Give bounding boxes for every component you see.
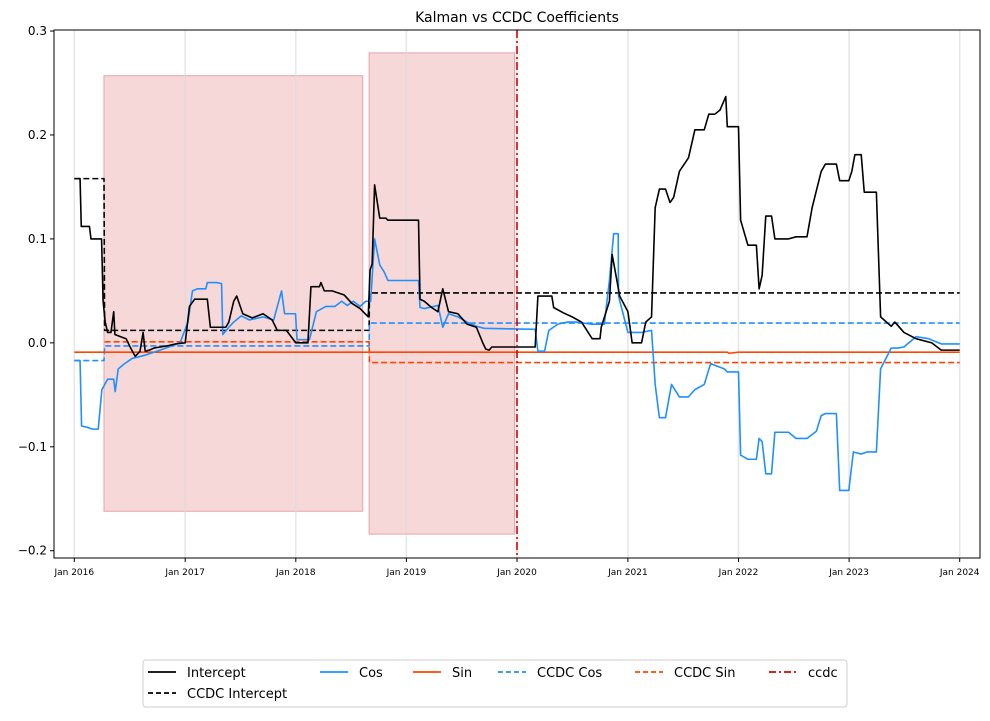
chart-title: Kalman vs CCDC Coefficients [415,10,619,26]
legend-label-1: CCDC Intercept [187,687,287,702]
x-tick-label-6: Jan 2022 [718,568,759,578]
y-tick-label-5: 0.3 [28,24,47,38]
legend-label-0: Intercept [187,666,246,681]
x-axis: Jan 2016 Jan 2017 Jan 2018 Jan 2019 Jan 2020… [53,558,980,578]
series-line-cos [74,232,960,492]
x-gridlines [73,30,961,558]
legend-label-5: CCDC Sin [674,666,735,681]
plot-lines [74,30,960,558]
x-tick-label-8: Jan 2024 [939,568,980,578]
y-tick-label-0: −0.2 [18,544,47,558]
legend-box [142,659,848,708]
series-line-ccdc-cos [74,322,960,362]
legend-label-2: Cos [359,666,383,681]
legend-label-4: CCDC Cos [537,666,602,681]
shaded-regions [103,52,516,535]
x-tick-label-4: Jan 2020 [496,568,537,578]
series-line-ccdc-intercept [74,177,960,332]
series-line-intercept [74,95,960,358]
x-tick-label-0: Jan 2016 [53,568,94,578]
y-axis: −0.2 −0.1 0.0 0.1 0.2 0.3 [18,24,54,558]
y-tick-label-2: 0.0 [28,336,47,350]
legend-label-6: ccdc [808,666,838,681]
shaded-region-1 [103,75,364,512]
legend: Intercept CCDC Intercept Cos Sin CCDC Cos CCD… [142,659,848,708]
x-tick-label-1: Jan 2017 [164,568,205,578]
legend-label-3: Sin [452,666,472,681]
y-tick-label-4: 0.2 [28,128,47,142]
x-tick-label-7: Jan 2023 [828,568,869,578]
y-tick-label-3: 0.1 [28,232,47,246]
x-tick-label-2: Jan 2018 [275,568,316,578]
x-tick-label-5: Jan 2021 [607,568,648,578]
series-line-sin [74,351,960,355]
y-tick-label-1: −0.1 [18,440,47,454]
x-tick-label-3: Jan 2019 [386,568,427,578]
